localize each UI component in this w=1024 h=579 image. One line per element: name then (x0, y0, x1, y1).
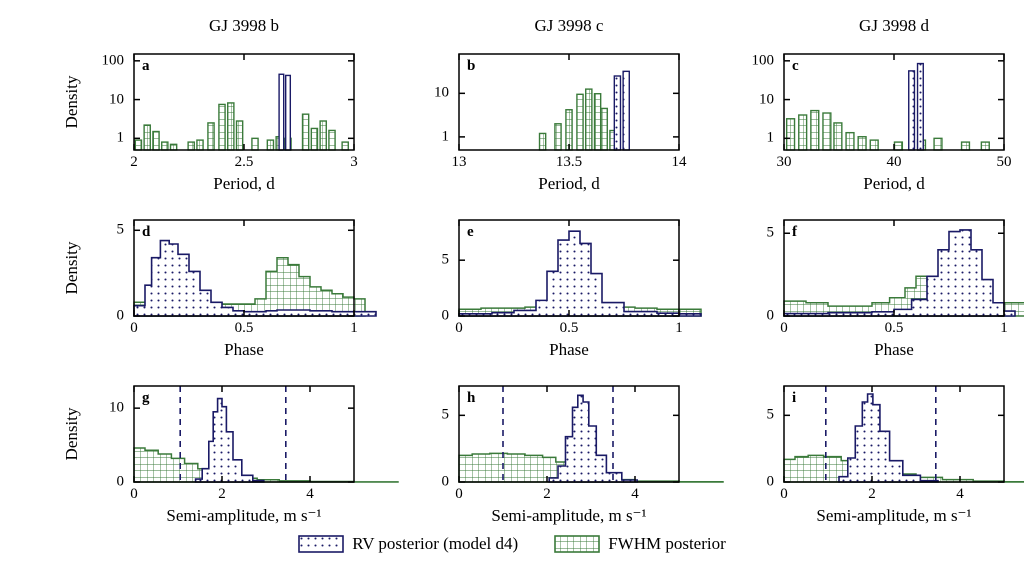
xlabel-period-c: Period, d (538, 174, 599, 194)
xtick-label: 0.5 (560, 320, 579, 337)
ytick-label: 5 (409, 252, 449, 269)
xtick-label: 0 (780, 486, 788, 503)
panel-letter-b: b (467, 58, 475, 75)
xlabel-semiamp-d: Semi-amplitude, m s⁻¹ (816, 506, 971, 526)
panel-i (784, 386, 1004, 482)
panel-letter-e: e (467, 224, 474, 241)
xtick-label: 4 (631, 486, 639, 503)
ylabel-period: Density (62, 76, 82, 129)
ytick-label: 1 (409, 128, 449, 145)
xlabel-semiamp-c: Semi-amplitude, m s⁻¹ (491, 506, 646, 526)
xtick-label: 0 (455, 486, 463, 503)
panel-b (459, 54, 679, 150)
xtick-label: 40 (887, 154, 902, 171)
legend: RV posterior (model d4) FWHM posterior (0, 534, 1024, 554)
ytick-label: 0 (409, 474, 449, 491)
ytick-label: 0 (734, 474, 774, 491)
xtick-label: 3 (350, 154, 358, 171)
ylabel-phase: Density (62, 242, 82, 295)
xtick-label: 0.5 (885, 320, 904, 337)
xtick-label: 0.5 (235, 320, 254, 337)
legend-swatch-fwhm (554, 535, 600, 553)
xlabel-phase-b: Phase (224, 340, 264, 360)
xtick-label: 2 (218, 486, 226, 503)
panel-letter-f: f (792, 224, 797, 241)
ylabel-semiamp: Density (62, 408, 82, 461)
ytick-label: 10 (409, 85, 449, 102)
ytick-label: 10 (84, 91, 124, 108)
xtick-label: 4 (306, 486, 314, 503)
xtick-label: 50 (997, 154, 1012, 171)
xtick-label: 2 (130, 154, 138, 171)
ytick-label: 5 (409, 407, 449, 424)
legend-label-fwhm: FWHM posterior (608, 534, 726, 554)
ytick-label: 0 (734, 308, 774, 325)
column-title-b: GJ 3998 b (209, 16, 279, 36)
ytick-label: 10 (734, 91, 774, 108)
xtick-label: 14 (672, 154, 687, 171)
legend-item-rv: RV posterior (model d4) (298, 534, 518, 554)
panel-letter-h: h (467, 390, 475, 407)
xlabel-phase-c: Phase (549, 340, 589, 360)
xlabel-phase-d: Phase (874, 340, 914, 360)
xlabel-semiamp-b: Semi-amplitude, m s⁻¹ (166, 506, 321, 526)
panel-letter-a: a (142, 58, 150, 75)
legend-label-rv: RV posterior (model d4) (352, 534, 518, 554)
ytick-label: 10 (84, 400, 124, 417)
xtick-label: 13 (452, 154, 467, 171)
xtick-label: 1 (350, 320, 358, 337)
xtick-label: 4 (956, 486, 964, 503)
xtick-label: 0 (130, 486, 138, 503)
panel-g (134, 386, 354, 482)
ytick-label: 1 (84, 130, 124, 147)
xlabel-period-d: Period, d (863, 174, 924, 194)
ytick-label: 0 (84, 308, 124, 325)
legend-swatch-rv (298, 535, 344, 553)
xtick-label: 1 (675, 320, 683, 337)
panel-letter-d: d (142, 224, 150, 241)
ytick-label: 0 (84, 474, 124, 491)
xlabel-period-b: Period, d (213, 174, 274, 194)
ytick-label: 0 (409, 308, 449, 325)
xtick-label: 0 (780, 320, 788, 337)
panel-f (784, 220, 1004, 316)
panel-h (459, 386, 679, 482)
panel-e (459, 220, 679, 316)
ytick-label: 1 (734, 130, 774, 147)
column-title-c: GJ 3998 c (535, 16, 604, 36)
xtick-label: 2 (868, 486, 876, 503)
legend-item-fwhm: FWHM posterior (554, 534, 726, 554)
panel-letter-g: g (142, 390, 150, 407)
ytick-label: 5 (84, 222, 124, 239)
xtick-label: 30 (777, 154, 792, 171)
figure-root: GJ 3998 bGJ 3998 cGJ 3998 d22.53110100aP… (0, 0, 1024, 579)
xtick-label: 2.5 (235, 154, 254, 171)
xtick-label: 13.5 (556, 154, 582, 171)
panel-d (134, 220, 354, 316)
xtick-label: 0 (455, 320, 463, 337)
panel-c (784, 54, 1004, 150)
ytick-label: 5 (734, 225, 774, 242)
xtick-label: 0 (130, 320, 138, 337)
xtick-label: 1 (1000, 320, 1008, 337)
panel-letter-i: i (792, 390, 796, 407)
ytick-label: 5 (734, 407, 774, 424)
xtick-label: 2 (543, 486, 551, 503)
ytick-label: 100 (84, 52, 124, 69)
ytick-label: 100 (734, 52, 774, 69)
panel-letter-c: c (792, 58, 799, 75)
column-title-d: GJ 3998 d (859, 16, 929, 36)
panel-a (134, 54, 354, 150)
